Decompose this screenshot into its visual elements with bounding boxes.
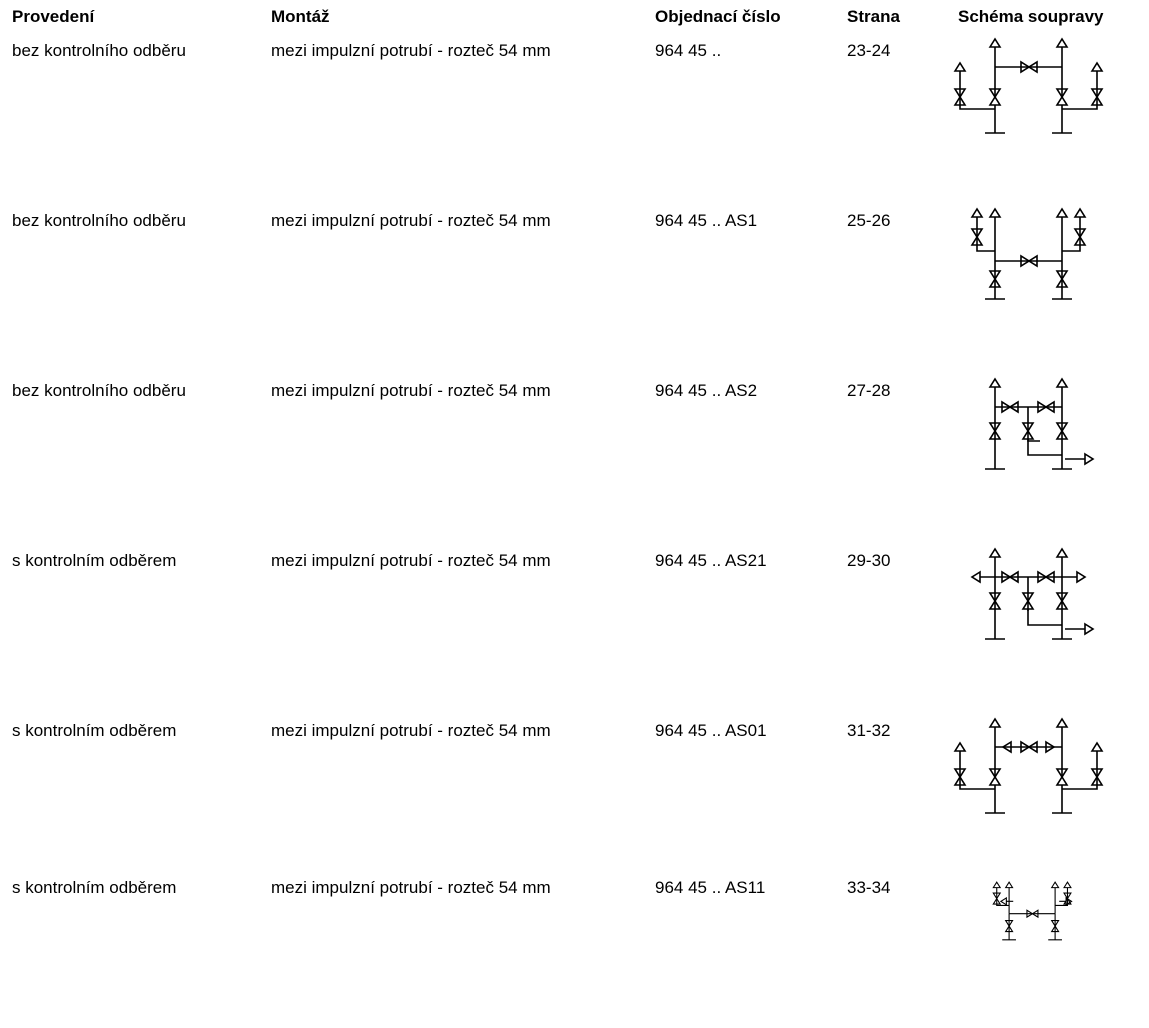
header-montaz: Montáž bbox=[271, 7, 330, 26]
header-strana: Strana bbox=[847, 7, 900, 26]
manifold-schema-as1-icon bbox=[970, 207, 1087, 300]
cell-montaz: mezi impulzní potrubí - rozteč 54 mm bbox=[271, 211, 551, 230]
cell-strana: 23-24 bbox=[847, 41, 891, 60]
cell-objednaci-cislo: 964 45 .. AS21 bbox=[655, 551, 767, 570]
cell-montaz: mezi impulzní potrubí - rozteč 54 mm bbox=[271, 381, 551, 400]
cell-objednaci-cislo: 964 45 .. bbox=[655, 41, 722, 60]
table-row: s kontrolním odběrem mezi impulzní potru… bbox=[0, 878, 1149, 1028]
manifold-schema-as01-icon bbox=[953, 717, 1104, 814]
cell-strana: 29-30 bbox=[847, 551, 891, 570]
cell-objednaci-cislo: 964 45 .. AS11 bbox=[655, 878, 766, 897]
cell-objednaci-cislo: 964 45 .. AS1 bbox=[655, 211, 758, 230]
cell-montaz: mezi impulzní potrubí - rozteč 54 mm bbox=[271, 41, 551, 60]
header-provedeni: Provedení bbox=[12, 7, 95, 26]
cell-strana: 31-32 bbox=[847, 721, 891, 740]
cell-objednaci-cislo: 964 45 .. AS01 bbox=[655, 721, 767, 740]
table-row: s kontrolním odběrem mezi impulzní potru… bbox=[0, 717, 1149, 871]
cell-provedeni: s kontrolním odběrem bbox=[12, 878, 177, 897]
table-row: bez kontrolního odběru mezi impulzní pot… bbox=[0, 207, 1149, 361]
manifold-schema-as21-icon bbox=[970, 547, 1095, 640]
table-row: bez kontrolního odběru mezi impulzní pot… bbox=[0, 377, 1149, 531]
cell-provedeni: bez kontrolního odběru bbox=[12, 381, 186, 400]
manifold-schema-as2-icon bbox=[985, 377, 1095, 470]
manifold-schema-5-way-icon bbox=[953, 37, 1104, 134]
cell-provedeni: s kontrolním odběrem bbox=[12, 721, 177, 740]
cell-montaz: mezi impulzní potrubí - rozteč 54 mm bbox=[271, 721, 551, 740]
cell-objednaci-cislo: 964 45 .. AS2 bbox=[655, 381, 758, 400]
cell-montaz: mezi impulzní potrubí - rozteč 54 mm bbox=[271, 878, 551, 897]
cell-provedeni: bez kontrolního odběru bbox=[12, 211, 186, 230]
cell-strana: 27-28 bbox=[847, 381, 891, 400]
cell-provedeni: bez kontrolního odběru bbox=[12, 41, 186, 60]
table-row: s kontrolním odběrem mezi impulzní potru… bbox=[0, 547, 1149, 701]
cell-strana: 33-34 bbox=[847, 878, 891, 897]
cell-strana: 25-26 bbox=[847, 211, 891, 230]
manifold-schema-as11-icon bbox=[992, 881, 1073, 941]
table-row: bez kontrolního odběru mezi impulzní pot… bbox=[0, 37, 1149, 191]
cell-montaz: mezi impulzní potrubí - rozteč 54 mm bbox=[271, 551, 551, 570]
cell-provedeni: s kontrolním odběrem bbox=[12, 551, 177, 570]
header-objednaci-cislo: Objednací číslo bbox=[655, 7, 781, 26]
header-schema: Schéma soupravy bbox=[958, 7, 1104, 26]
